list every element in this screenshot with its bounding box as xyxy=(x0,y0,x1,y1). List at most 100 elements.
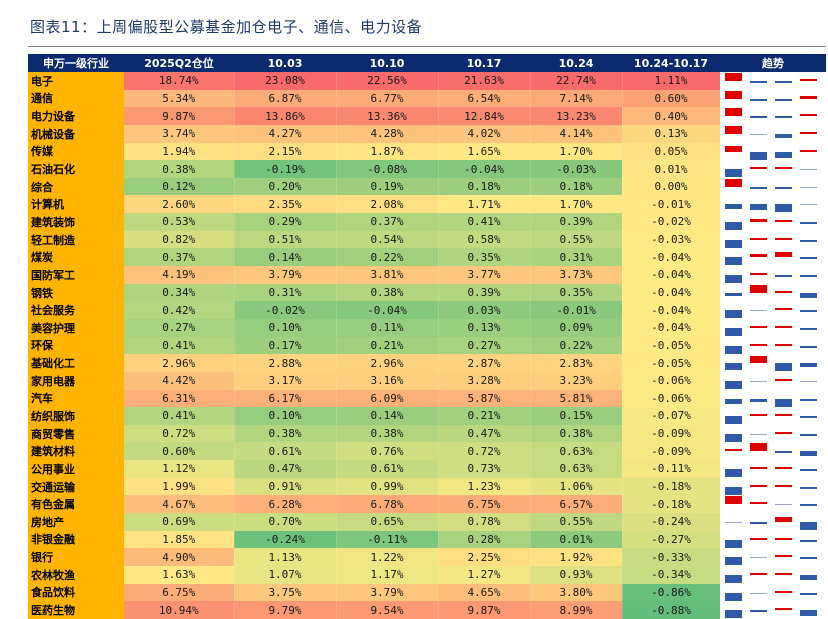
position-cell: 1.70% xyxy=(530,142,623,161)
position-cell: 3.80% xyxy=(530,583,623,602)
trend-bar xyxy=(749,98,767,101)
trend-bar xyxy=(774,378,792,381)
trend-sparkline xyxy=(720,89,826,108)
table-row: 建筑装饰 0.53% 0.29% 0.37% 0.41% 0.39% -0.02% xyxy=(28,213,826,231)
position-cell: -0.03% xyxy=(530,160,623,178)
position-cell: 3.17% xyxy=(234,371,337,390)
position-cell: 6.77% xyxy=(336,89,439,108)
trend-bar xyxy=(724,449,742,452)
change-cell: 1.11% xyxy=(622,72,721,90)
trend-bar xyxy=(774,467,792,470)
trend-bar xyxy=(774,414,792,417)
table-row: 医药生物 10.94% 9.79% 9.54% 9.87% 8.99% -0.88% xyxy=(28,601,826,619)
position-cell: 0.22% xyxy=(336,248,439,267)
change-cell: -0.04% xyxy=(622,266,721,284)
trend-sparkline xyxy=(720,213,826,231)
position-cell: 0.63% xyxy=(530,442,623,461)
trend-bar xyxy=(724,222,742,231)
industry-name: 轻工制造 xyxy=(28,230,124,249)
trend-bar xyxy=(749,167,767,170)
position-cell: 0.39% xyxy=(530,213,623,231)
trend-sparkline xyxy=(720,177,826,196)
change-cell: -0.88% xyxy=(622,601,721,619)
trend-sparkline xyxy=(720,266,826,284)
position-cell: 13.23% xyxy=(530,107,623,125)
trend-bar xyxy=(799,539,817,542)
trend-sparkline xyxy=(720,160,826,178)
position-cell: 2.88% xyxy=(234,354,337,372)
position-cell: 0.01% xyxy=(530,530,623,549)
change-cell: 0.00% xyxy=(622,177,721,196)
industry-name: 食品饮料 xyxy=(28,583,124,602)
trend-bar xyxy=(774,572,792,575)
position-cell: 0.39% xyxy=(438,283,531,302)
trend-bar xyxy=(724,310,742,319)
position-cell: 0.03% xyxy=(438,301,531,319)
title-divider xyxy=(28,46,826,47)
position-cell: 6.28% xyxy=(234,495,337,514)
trend-bar xyxy=(749,610,767,613)
table-row: 建筑材料 0.60% 0.61% 0.76% 0.72% 0.63% -0.09% xyxy=(28,442,826,461)
position-cell: 5.34% xyxy=(124,89,235,108)
industry-name: 商贸零售 xyxy=(28,424,124,443)
trend-bar xyxy=(724,345,742,354)
table-row: 社会服务 0.42% -0.02% -0.04% 0.03% -0.01% -0.04% xyxy=(28,301,826,319)
trend-bar xyxy=(799,451,817,457)
position-cell: 13.36% xyxy=(336,107,439,125)
industry-name: 汽车 xyxy=(28,389,124,408)
trend-sparkline xyxy=(720,424,826,443)
position-cell: -0.19% xyxy=(234,160,337,178)
trend-bar xyxy=(749,284,767,293)
header-change: 10.24-10.17 xyxy=(622,54,720,72)
trend-bar xyxy=(724,257,742,266)
change-cell: -0.02% xyxy=(622,213,721,231)
trend-bar xyxy=(749,273,767,276)
industry-name: 传媒 xyxy=(28,142,124,161)
position-cell: -0.04% xyxy=(336,301,439,319)
trend-bar xyxy=(774,484,792,487)
change-cell: -0.24% xyxy=(622,513,721,531)
trend-bar xyxy=(799,169,817,171)
trend-sparkline xyxy=(720,565,826,584)
trend-bar xyxy=(799,292,817,298)
trend-bar xyxy=(799,398,817,401)
trend-bar xyxy=(724,610,742,619)
trend-bar xyxy=(724,539,742,548)
trend-sparkline xyxy=(720,354,826,372)
position-cell: 0.55% xyxy=(530,513,623,531)
trend-bar xyxy=(774,133,792,138)
position-cell: 0.99% xyxy=(336,477,439,496)
position-cell: 1.12% xyxy=(124,460,235,478)
trend-bar xyxy=(749,237,767,240)
table-row: 非银金融 1.85% -0.24% -0.11% 0.28% 0.01% -0.27% xyxy=(28,530,826,549)
position-cell: 0.41% xyxy=(124,407,235,425)
trend-bar xyxy=(749,467,767,470)
table-row: 电子 18.74% 23.08% 22.56% 21.63% 22.74% 1.11% xyxy=(28,72,826,90)
position-cell: -0.11% xyxy=(336,530,439,549)
industry-name: 社会服务 xyxy=(28,301,124,319)
change-cell: -0.04% xyxy=(622,283,721,302)
trend-bar xyxy=(749,484,767,487)
position-cell: 2.87% xyxy=(438,354,531,372)
trend-bar xyxy=(774,220,792,223)
industry-name: 建筑装饰 xyxy=(28,213,124,231)
trend-bar xyxy=(749,443,767,452)
industry-name: 交通运输 xyxy=(28,477,124,496)
position-cell: 10.94% xyxy=(124,601,235,619)
position-cell: 0.18% xyxy=(530,177,623,196)
industry-name: 有色金属 xyxy=(28,495,124,514)
trend-bar xyxy=(799,257,817,260)
position-cell: 3.79% xyxy=(336,583,439,602)
trend-bar xyxy=(749,398,767,402)
change-cell: -0.18% xyxy=(622,477,721,496)
trend-bar xyxy=(724,496,742,505)
trend-bar xyxy=(774,363,792,372)
position-cell: -0.04% xyxy=(438,160,531,178)
change-cell: 0.05% xyxy=(622,142,721,161)
position-cell: 0.60% xyxy=(124,442,235,461)
trend-bar xyxy=(724,380,742,389)
position-cell: 0.21% xyxy=(438,407,531,425)
trend-bar xyxy=(749,81,767,83)
trend-bar xyxy=(749,433,767,435)
position-cell: 0.38% xyxy=(336,283,439,302)
